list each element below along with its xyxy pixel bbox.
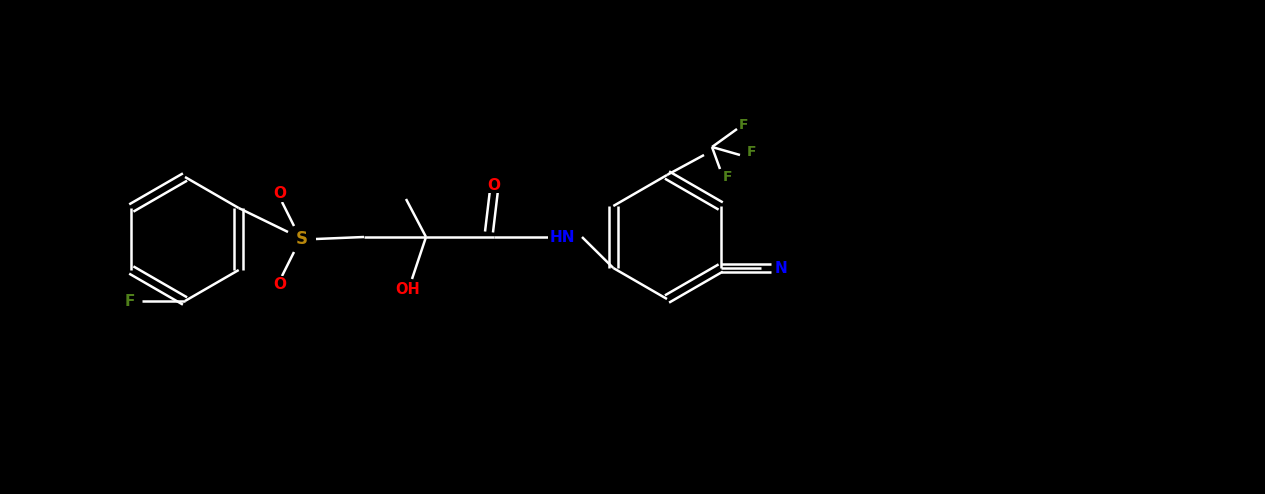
Text: F: F (748, 145, 756, 159)
Text: S: S (296, 230, 307, 248)
Text: O: O (487, 177, 501, 193)
Text: F: F (722, 170, 731, 184)
Text: F: F (739, 118, 749, 132)
Text: O: O (273, 187, 286, 202)
Text: O: O (273, 277, 286, 291)
Text: F: F (125, 293, 135, 308)
Text: HN: HN (549, 230, 574, 245)
Text: N: N (774, 260, 787, 276)
Text: OH: OH (396, 282, 420, 296)
